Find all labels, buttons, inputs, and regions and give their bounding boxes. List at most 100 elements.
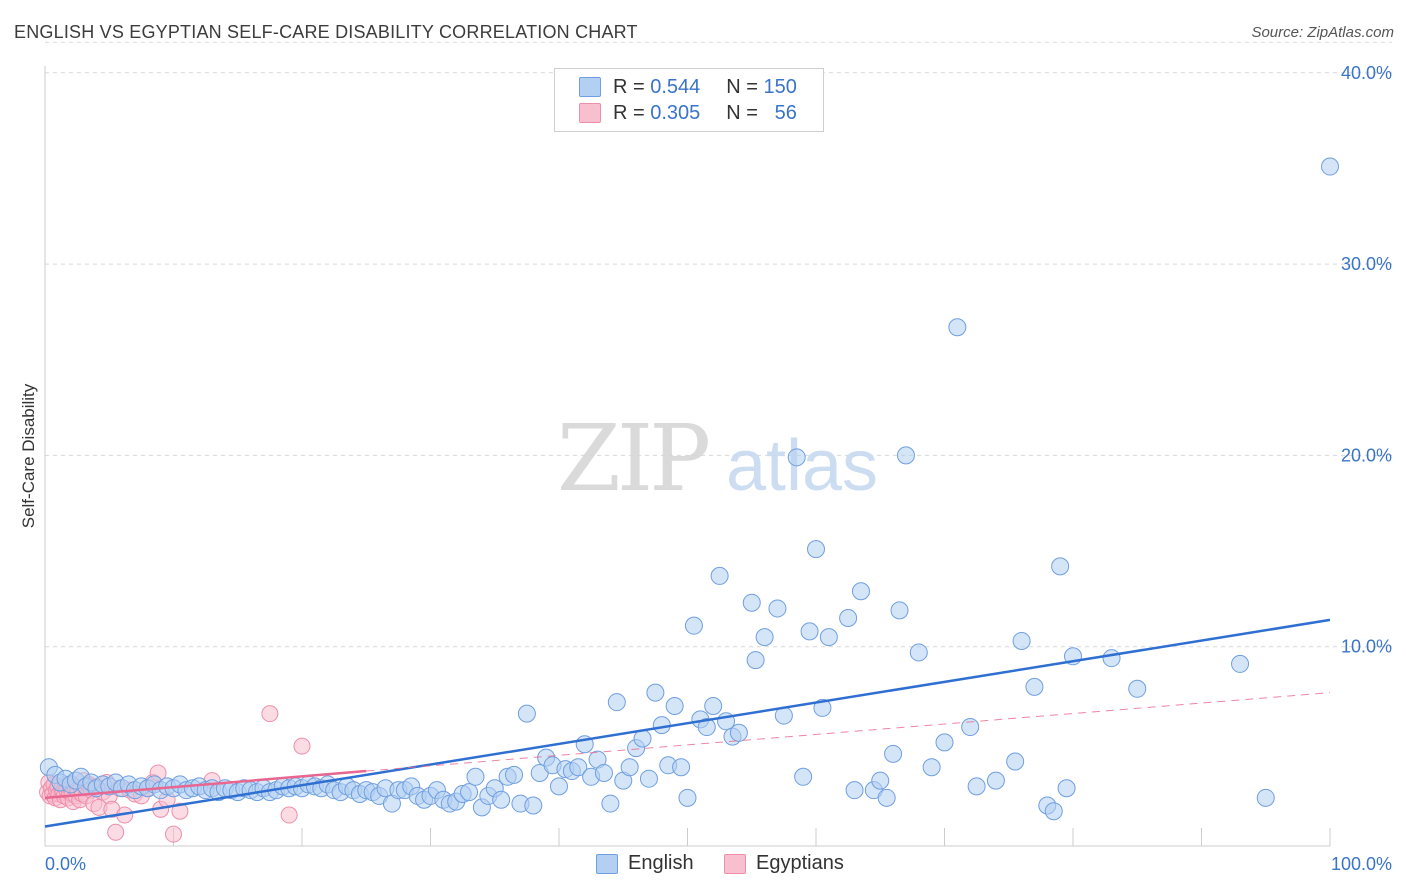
egyptians-n-value: 56	[774, 101, 797, 124]
english-point	[755, 628, 774, 647]
english-point	[492, 790, 511, 809]
english-r-label: R =	[613, 75, 645, 98]
english-point	[948, 318, 967, 337]
legend-row-egyptians: R = 0.305 N = 56	[579, 101, 797, 125]
legend-row-english: R = 0.544 N = 150	[579, 75, 797, 99]
grid-lines	[45, 41, 1392, 648]
english-point	[1025, 677, 1044, 696]
y-tick-label-40: 40.0%	[1341, 63, 1392, 83]
english-point	[678, 788, 697, 807]
english-point	[787, 448, 806, 467]
english-point	[839, 609, 858, 628]
axes	[44, 66, 1331, 847]
y-tick-label-20: 20.0%	[1341, 445, 1392, 465]
english-point	[460, 783, 479, 802]
english-point	[890, 601, 909, 620]
english-point	[517, 704, 536, 723]
egyptians-swatch	[579, 103, 601, 123]
english-point	[569, 758, 588, 777]
english-point	[813, 698, 832, 717]
english-point	[601, 794, 620, 813]
egyptians-point	[165, 825, 182, 843]
egyptians-point	[293, 737, 311, 755]
english-point	[1321, 157, 1339, 176]
english-point	[800, 622, 819, 641]
english-point	[884, 744, 903, 763]
english-trendline	[44, 618, 1331, 828]
english-point	[877, 788, 896, 807]
english-point	[986, 771, 1005, 790]
english-point	[807, 540, 825, 559]
egyptians-point	[171, 802, 189, 820]
y-tick-label-10: 10.0%	[1341, 637, 1392, 657]
english-point	[851, 582, 870, 601]
trendlines	[44, 618, 1331, 828]
chart-title: ENGLISH VS EGYPTIAN SELF-CARE DISABILITY…	[14, 22, 638, 42]
english-point	[845, 781, 864, 800]
english-point	[746, 651, 765, 670]
english-point	[665, 697, 684, 716]
english-series	[39, 157, 1339, 821]
english-point	[550, 777, 568, 796]
egyptians-legend-label: Egyptians	[756, 852, 844, 874]
english-point	[742, 593, 761, 612]
egyptians-r-label: R =	[613, 101, 645, 124]
egyptians-legend-swatch	[724, 853, 746, 874]
english-point	[896, 446, 915, 465]
english-point	[1044, 802, 1063, 821]
source-label: Source: ZipAtlas.com	[1251, 24, 1394, 41]
egyptians-trendline	[44, 769, 367, 800]
egyptians-point	[280, 806, 298, 824]
y-tick-label-30: 30.0%	[1341, 254, 1392, 274]
english-point	[639, 769, 658, 788]
english-point	[684, 616, 703, 635]
english-point	[819, 628, 838, 647]
english-point	[704, 697, 723, 716]
legend-item-english[interactable]: English	[596, 852, 694, 875]
english-n-label: N =	[726, 75, 758, 98]
english-point	[935, 733, 954, 752]
english-legend-swatch	[596, 853, 618, 874]
english-point	[620, 758, 639, 777]
english-point	[697, 718, 716, 737]
watermark: ZIP atlas	[557, 405, 878, 512]
english-point	[729, 723, 748, 742]
english-point	[1128, 679, 1147, 698]
english-point	[710, 566, 729, 585]
egyptians-point	[261, 705, 279, 723]
english-point	[909, 643, 928, 662]
english-point	[505, 765, 524, 784]
english-point	[466, 767, 485, 786]
legend-item-egyptians[interactable]: Egyptians	[724, 852, 844, 875]
english-point	[1256, 788, 1275, 807]
english-point	[524, 796, 543, 815]
series-legend: English Egyptians	[0, 852, 1406, 878]
watermark-zip: ZIP	[557, 405, 708, 512]
x-tick-label-100: 100.0%	[1331, 854, 1392, 874]
english-point	[1051, 557, 1070, 576]
x-tick-label-0: 0.0%	[45, 854, 86, 874]
english-point	[672, 758, 691, 777]
english-point	[1057, 779, 1076, 798]
tick-labels: 10.0% 20.0% 30.0% 40.0% 0.0% 100.0%	[45, 63, 1392, 874]
english-point	[594, 763, 613, 782]
egyptians-trendline-extended	[366, 692, 1331, 772]
english-point	[961, 718, 980, 737]
egyptians-n-label: N =	[726, 101, 758, 124]
english-point	[1231, 654, 1250, 673]
english-point	[967, 777, 986, 796]
english-point	[646, 683, 665, 702]
english-r-value: 0.544	[650, 75, 701, 98]
english-n-value: 150	[763, 75, 797, 98]
english-legend-label: English	[628, 852, 694, 874]
english-point	[607, 693, 626, 712]
english-point	[922, 758, 941, 777]
watermark-atlas: atlas	[726, 426, 878, 506]
english-point	[794, 767, 813, 786]
english-swatch	[579, 77, 601, 97]
y-axis-label: Self-Care Disability	[19, 383, 38, 528]
english-point	[1012, 631, 1031, 650]
english-point	[768, 599, 787, 618]
english-point	[1006, 752, 1025, 771]
